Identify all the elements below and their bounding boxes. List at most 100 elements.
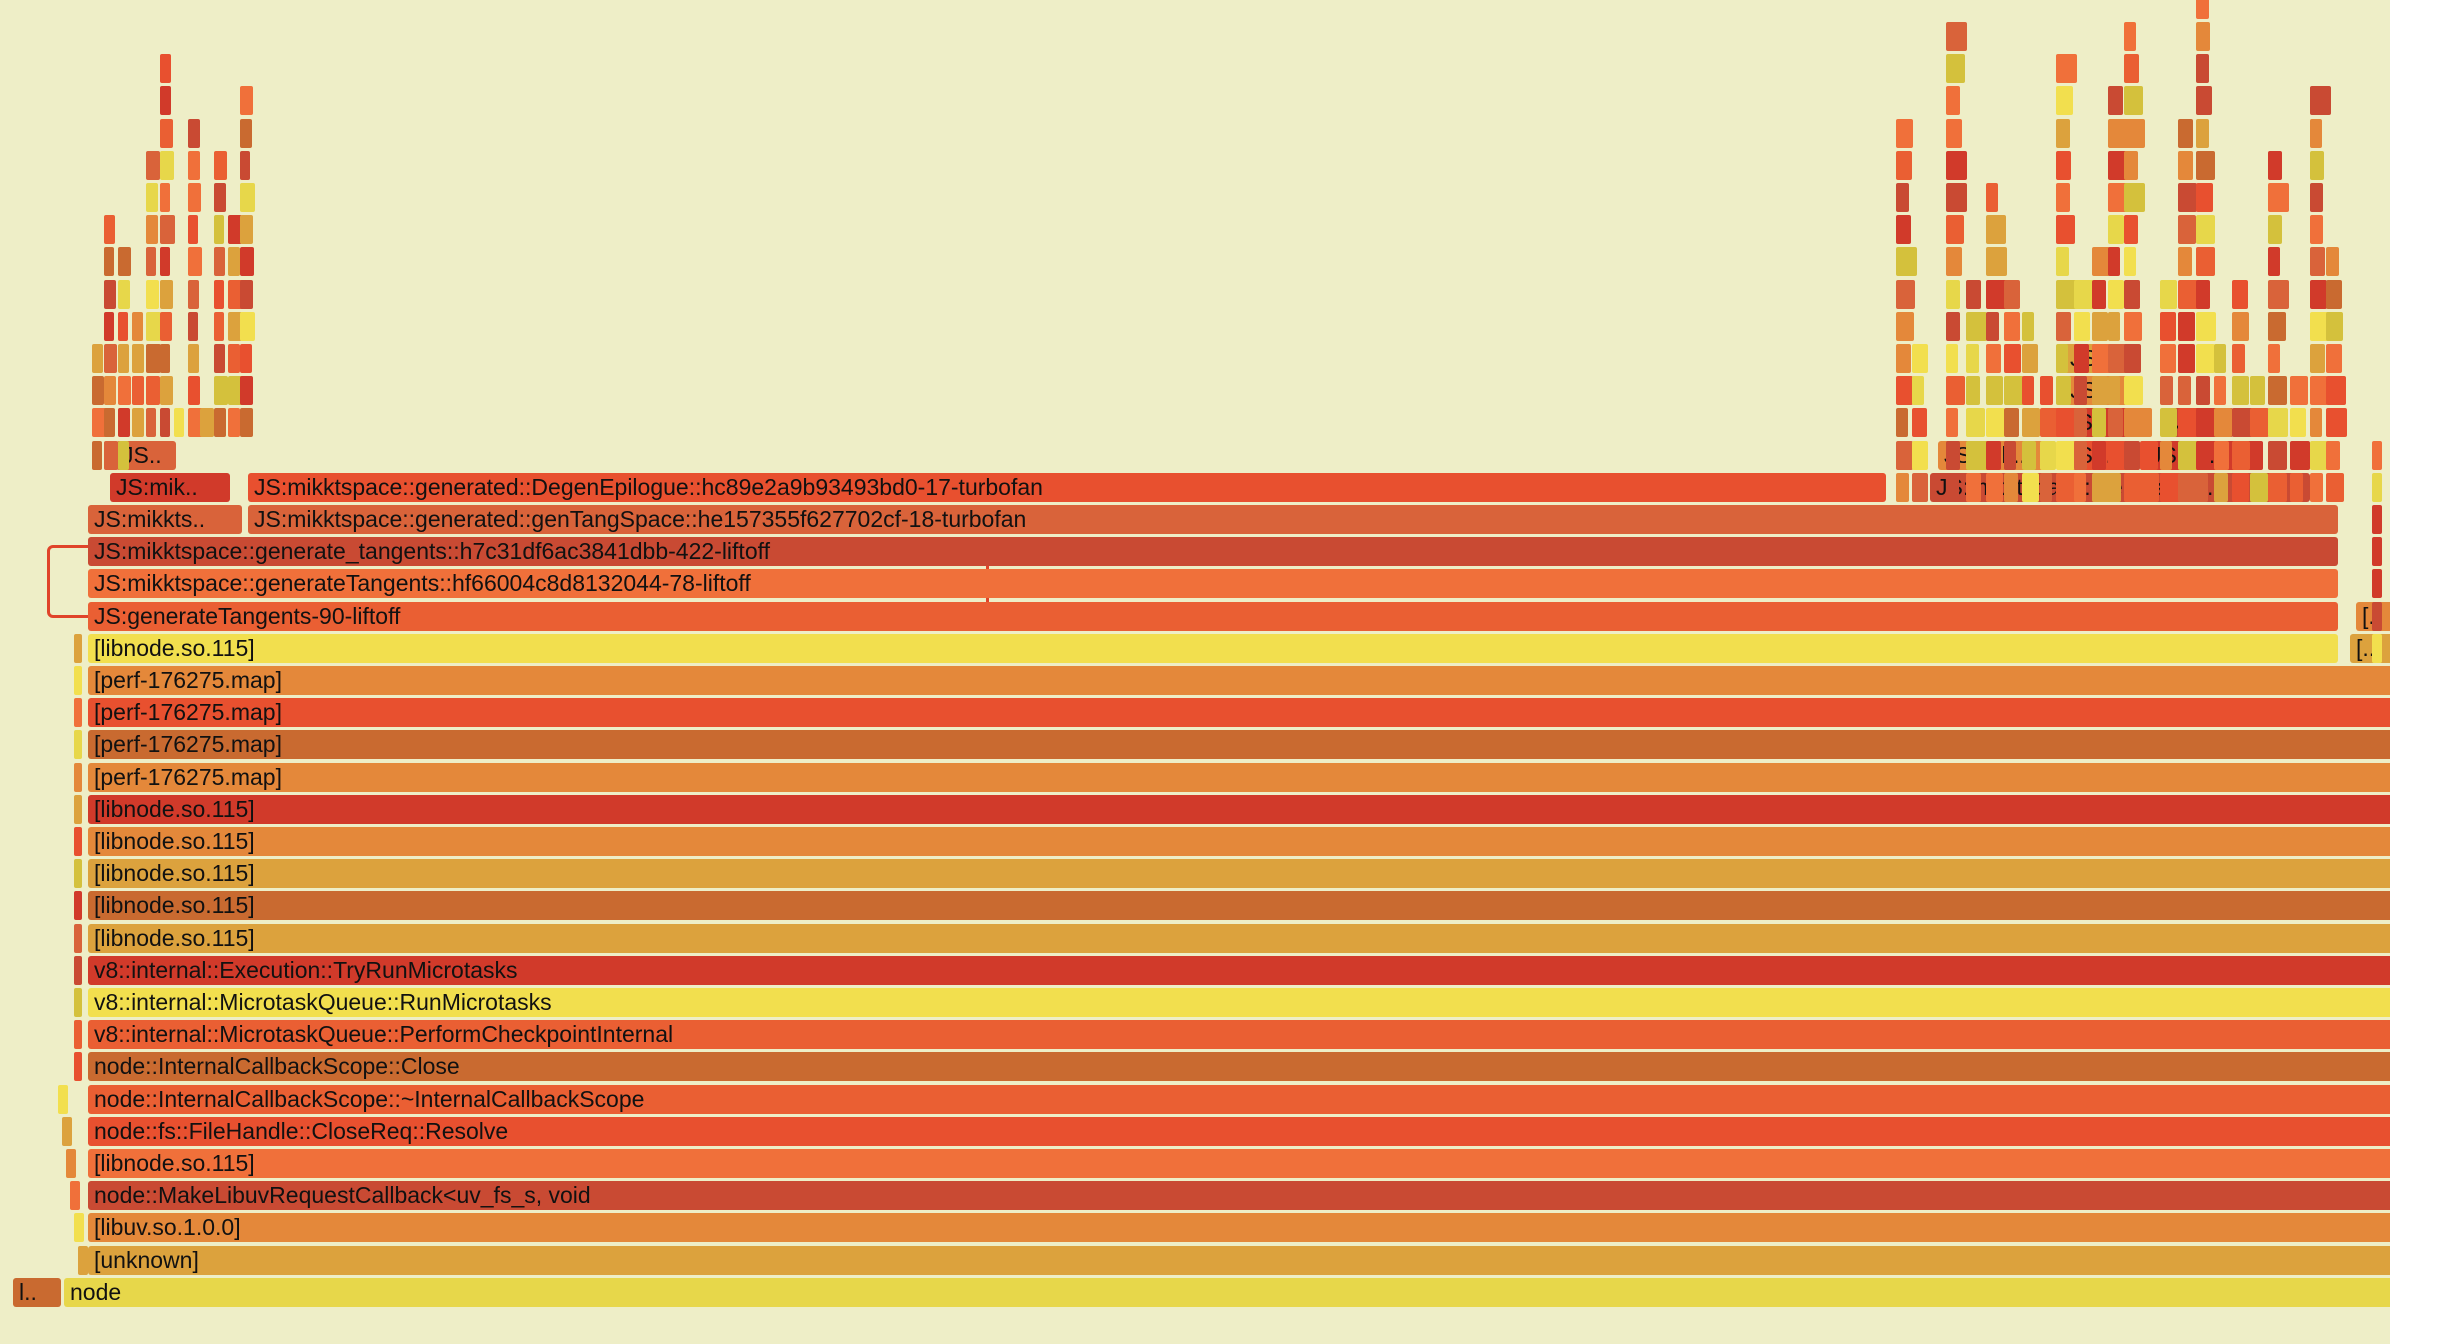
flame-frame-narrow[interactable]	[1946, 215, 1964, 244]
flame-frame-narrow[interactable]	[78, 1246, 88, 1275]
flame-frame-narrow[interactable]	[74, 924, 82, 953]
flame-frame-narrow[interactable]	[2214, 408, 2232, 437]
flame-frame-narrow[interactable]	[2232, 344, 2245, 373]
flame-frame-narrow[interactable]	[2108, 376, 2120, 405]
flame-frame[interactable]: [libnode.so.115]	[88, 795, 2390, 824]
flame-frame-narrow[interactable]	[2232, 408, 2253, 437]
flame-frame-narrow[interactable]	[92, 441, 102, 470]
flame-frame-narrow[interactable]	[214, 247, 225, 276]
flame-frame[interactable]: [libnode.so.115]	[88, 891, 2390, 920]
flame-frame-narrow[interactable]	[1946, 473, 1959, 502]
flame-frame-narrow[interactable]	[2056, 151, 2071, 180]
flame-frame-narrow[interactable]	[1896, 376, 1913, 405]
flame-frame-narrow[interactable]	[2326, 408, 2347, 437]
flame-frame-narrow[interactable]	[2022, 408, 2040, 437]
flame-frame-narrow[interactable]	[104, 408, 115, 437]
flame-frame-narrow[interactable]	[2124, 215, 2138, 244]
flame-frame-narrow[interactable]	[1946, 280, 1960, 309]
flame-frame-narrow[interactable]	[2092, 247, 2110, 276]
flame-frame-narrow[interactable]	[160, 408, 170, 437]
flame-frame-narrow[interactable]	[2004, 408, 2019, 437]
flame-frame-narrow[interactable]	[2232, 312, 2249, 341]
flame-frame-narrow[interactable]	[2124, 54, 2139, 83]
flame-frame-narrow[interactable]	[2004, 344, 2021, 373]
flame-frame-narrow[interactable]	[2372, 602, 2382, 631]
flame-frame-narrow[interactable]	[2056, 344, 2068, 373]
flame-frame-narrow[interactable]	[2310, 183, 2323, 212]
flame-frame-narrow[interactable]	[1946, 22, 1967, 51]
flame-frame-narrow[interactable]	[2178, 312, 2195, 341]
flame-frame-narrow[interactable]	[2250, 376, 2265, 405]
flame-frame[interactable]: v8::internal::MicrotaskQueue::PerformChe…	[88, 1020, 2390, 1049]
flame-frame-narrow[interactable]	[2196, 280, 2210, 309]
flame-frame-narrow[interactable]	[1946, 247, 1962, 276]
flame-frame-narrow[interactable]	[2310, 473, 2323, 502]
flame-frame-narrow[interactable]	[2196, 119, 2209, 148]
flame-frame-narrow[interactable]	[1912, 408, 1927, 437]
flame-frame-narrow[interactable]	[2196, 312, 2216, 341]
flame-frame-narrow[interactable]	[1986, 441, 2001, 470]
flame-frame-narrow[interactable]	[2196, 376, 2210, 405]
flame-frame-narrow[interactable]	[2056, 183, 2070, 212]
flame-frame-narrow[interactable]	[2326, 473, 2344, 502]
flame-frame-narrow[interactable]	[146, 344, 161, 373]
flame-frame-narrow[interactable]	[2092, 312, 2108, 341]
flame-frame[interactable]: [libnode.so.115]	[88, 859, 2390, 888]
flame-frame-narrow[interactable]	[104, 280, 116, 309]
flame-frame-narrow[interactable]	[240, 119, 252, 148]
flame-frame-narrow[interactable]	[2108, 344, 2127, 373]
flame-frame-narrow[interactable]	[160, 247, 170, 276]
flame-frame-narrow[interactable]	[2124, 473, 2142, 502]
flame-frame-narrow[interactable]	[74, 763, 82, 792]
flame-frame-narrow[interactable]	[2196, 441, 2211, 470]
flame-frame-narrow[interactable]	[74, 1020, 82, 1049]
flame-frame-narrow[interactable]	[1896, 119, 1913, 148]
flame-frame-narrow[interactable]	[2056, 119, 2070, 148]
flame-frame[interactable]: JS:generateTangents-90-liftoff	[88, 602, 2338, 631]
flame-frame-narrow[interactable]	[2040, 376, 2053, 405]
flame-frame[interactable]: node	[64, 1278, 2390, 1307]
flame-frame-narrow[interactable]	[104, 312, 114, 341]
flame-frame-narrow[interactable]	[74, 859, 82, 888]
flame-frame-narrow[interactable]	[1946, 441, 1960, 470]
flame-frame-narrow[interactable]	[2140, 441, 2158, 470]
flame-frame-narrow[interactable]	[2310, 215, 2323, 244]
flame-frame-narrow[interactable]	[240, 247, 254, 276]
flame-frame-narrow[interactable]	[228, 344, 240, 373]
flame-frame-narrow[interactable]	[2056, 54, 2077, 83]
flame-frame-narrow[interactable]	[2178, 183, 2197, 212]
flame-frame-narrow[interactable]	[2232, 473, 2249, 502]
flame-frame[interactable]: node::InternalCallbackScope::~InternalCa…	[88, 1085, 2390, 1114]
flame-frame-narrow[interactable]	[1896, 151, 1912, 180]
flame-frame-narrow[interactable]	[2124, 22, 2136, 51]
flame-frame-narrow[interactable]	[2196, 86, 2212, 115]
flame-frame-narrow[interactable]	[2178, 247, 2192, 276]
flame-frame-narrow[interactable]	[118, 441, 129, 470]
flame-frame-narrow[interactable]	[118, 280, 130, 309]
flame-frame-narrow[interactable]	[2178, 215, 2196, 244]
flame-frame-narrow[interactable]	[240, 280, 253, 309]
flame-frame-narrow[interactable]	[1912, 441, 1928, 470]
flame-frame-narrow[interactable]	[1946, 183, 1967, 212]
flame-frame-narrow[interactable]	[2326, 247, 2339, 276]
flame-frame-narrow[interactable]	[2160, 441, 2172, 470]
flame-frame-narrow[interactable]	[2108, 280, 2124, 309]
flame-frame-narrow[interactable]	[2124, 247, 2136, 276]
flame-frame-narrow[interactable]	[1912, 473, 1928, 502]
flame-frame-narrow[interactable]	[2196, 215, 2215, 244]
flame-frame-narrow[interactable]	[2092, 376, 2108, 405]
flame-frame-narrow[interactable]	[70, 1181, 80, 1210]
flame-frame-narrow[interactable]	[2214, 344, 2226, 373]
flame-frame-narrow[interactable]	[74, 956, 82, 985]
flame-frame[interactable]: JS:mikktspace::generated::genTangSpace::…	[248, 505, 2338, 534]
flame-frame-narrow[interactable]	[2092, 344, 2112, 373]
flame-frame-narrow[interactable]	[2108, 441, 2127, 470]
flame-frame-narrow[interactable]	[2310, 151, 2324, 180]
flame-frame-narrow[interactable]	[2160, 408, 2177, 437]
flame-frame[interactable]: JS:mikktspace::generateTangents::hf66004…	[88, 569, 2338, 598]
flame-frame-narrow[interactable]	[2268, 247, 2280, 276]
flame-frame-narrow[interactable]	[2290, 473, 2303, 502]
flame-frame-narrow[interactable]	[214, 376, 228, 405]
flame-frame-narrow[interactable]	[2074, 312, 2090, 341]
flame-frame-narrow[interactable]	[2268, 344, 2280, 373]
